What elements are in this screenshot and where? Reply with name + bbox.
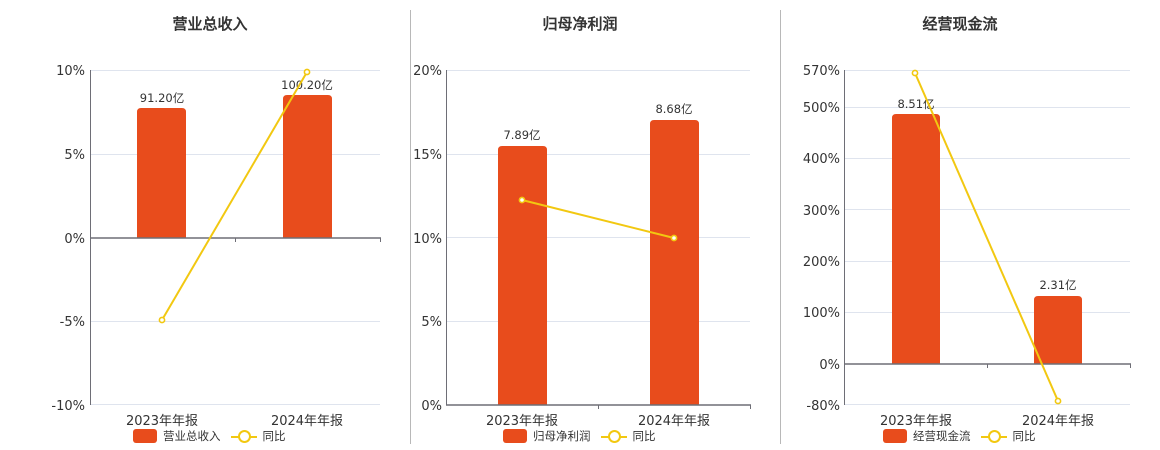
y-tick-labels: 570% 500% 400% 300% 200% 100% 0% -80%	[803, 64, 840, 414]
y-tick-labels: 10% 5% 0% -5% -10%	[51, 64, 85, 414]
yoy-point-2023[interactable]	[518, 196, 526, 204]
svg-text:0%: 0%	[819, 358, 840, 373]
bar-label-2023: 7.89亿	[503, 128, 540, 142]
bar-label-2023: 8.51亿	[897, 97, 934, 111]
svg-text:200%: 200%	[803, 255, 840, 270]
svg-text:570%: 570%	[803, 64, 840, 79]
x-label-2023: 2023年年报	[880, 414, 952, 429]
svg-text:500%: 500%	[803, 101, 840, 116]
gridlines	[447, 70, 750, 322]
legend-cash-flow: 经营现金流 同比	[883, 428, 1036, 444]
chart-net-profit: 20% 15% 10% 5% 0% 7.89亿 8.68亿 2023年年报 20…	[413, 64, 751, 429]
svg-text:400%: 400%	[803, 152, 840, 167]
bar-2024[interactable]	[283, 95, 332, 238]
bar-label-2024: 100.20亿	[281, 78, 333, 92]
yoy-point-2024[interactable]	[670, 234, 678, 242]
svg-text:5%: 5%	[64, 148, 85, 163]
svg-text:20%: 20%	[413, 64, 442, 79]
bar-label-2024: 2.31亿	[1039, 278, 1076, 292]
legend-bar-swatch[interactable]	[503, 429, 527, 443]
svg-text:0%: 0%	[421, 399, 442, 414]
x-label-2024: 2024年年报	[1022, 414, 1094, 429]
svg-text:10%: 10%	[56, 64, 85, 79]
bar-label-2023: 91.20亿	[140, 91, 184, 105]
legend-revenue: 营业总收入 同比	[133, 428, 286, 444]
bar-label-2024: 8.68亿	[655, 102, 692, 116]
yoy-line	[521, 199, 675, 239]
bar-2023[interactable]	[137, 108, 186, 238]
panel-divider-2	[780, 10, 781, 444]
svg-text:10%: 10%	[413, 232, 442, 247]
legend-bar-swatch[interactable]	[883, 429, 907, 443]
legend-line-marker-icon[interactable]	[600, 429, 627, 443]
yoy-point-2024[interactable]	[1054, 397, 1062, 405]
legend-line-marker-icon[interactable]	[230, 429, 257, 443]
chart-title-revenue: 营业总收入	[172, 15, 248, 33]
x-label-2024: 2024年年报	[271, 414, 343, 429]
legend-net-profit: 归母净利润 同比	[503, 428, 656, 444]
legend-bar-label[interactable]: 归母净利润	[533, 429, 591, 443]
legend-bar-label[interactable]: 经营现金流	[913, 429, 971, 443]
svg-text:0%: 0%	[64, 232, 85, 247]
svg-text:15%: 15%	[413, 148, 442, 163]
legend-line-marker-icon[interactable]	[980, 429, 1007, 443]
svg-text:300%: 300%	[803, 204, 840, 219]
yoy-line	[161, 71, 308, 321]
panel-divider-1	[410, 10, 411, 444]
bar-2024[interactable]	[1034, 296, 1082, 364]
yoy-point-2024[interactable]	[303, 68, 311, 76]
chart-title-net-profit: 归母净利润	[542, 15, 618, 33]
x-label-2024: 2024年年报	[638, 414, 710, 429]
legend-line-label[interactable]: 同比	[262, 429, 286, 443]
chart-cash-flow: 570% 500% 400% 300% 200% 100% 0% -80% 8.…	[803, 64, 1131, 429]
svg-text:-80%: -80%	[806, 399, 840, 414]
bar-2023[interactable]	[498, 146, 547, 405]
yoy-line	[914, 72, 1059, 402]
y-tick-labels: 20% 15% 10% 5% 0%	[413, 64, 442, 414]
x-label-2023: 2023年年报	[486, 414, 558, 429]
svg-text:-5%: -5%	[60, 315, 85, 330]
x-label-2023: 2023年年报	[126, 414, 198, 429]
legend-line-label[interactable]: 同比	[1012, 429, 1036, 443]
legend-line-label[interactable]: 同比	[632, 429, 656, 443]
chart-revenue: 10% 5% 0% -5% -10% 91.20亿 100.20亿 2023年年…	[51, 64, 381, 429]
svg-text:100%: 100%	[803, 306, 840, 321]
chart-title-cash-flow: 经营现金流	[922, 15, 998, 33]
bar-2023[interactable]	[892, 114, 940, 364]
yoy-point-2023[interactable]	[158, 316, 166, 324]
legend-bar-label[interactable]: 营业总收入	[163, 429, 221, 443]
svg-text:5%: 5%	[421, 315, 442, 330]
svg-text:-10%: -10%	[51, 399, 85, 414]
legend-bar-swatch[interactable]	[133, 429, 157, 443]
bar-2024[interactable]	[650, 120, 699, 405]
yoy-point-2023[interactable]	[911, 69, 919, 77]
